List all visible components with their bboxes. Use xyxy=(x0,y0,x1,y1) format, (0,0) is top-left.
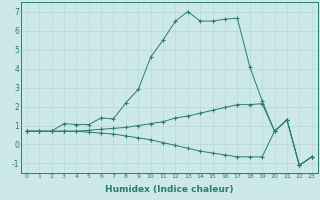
X-axis label: Humidex (Indice chaleur): Humidex (Indice chaleur) xyxy=(105,185,234,194)
